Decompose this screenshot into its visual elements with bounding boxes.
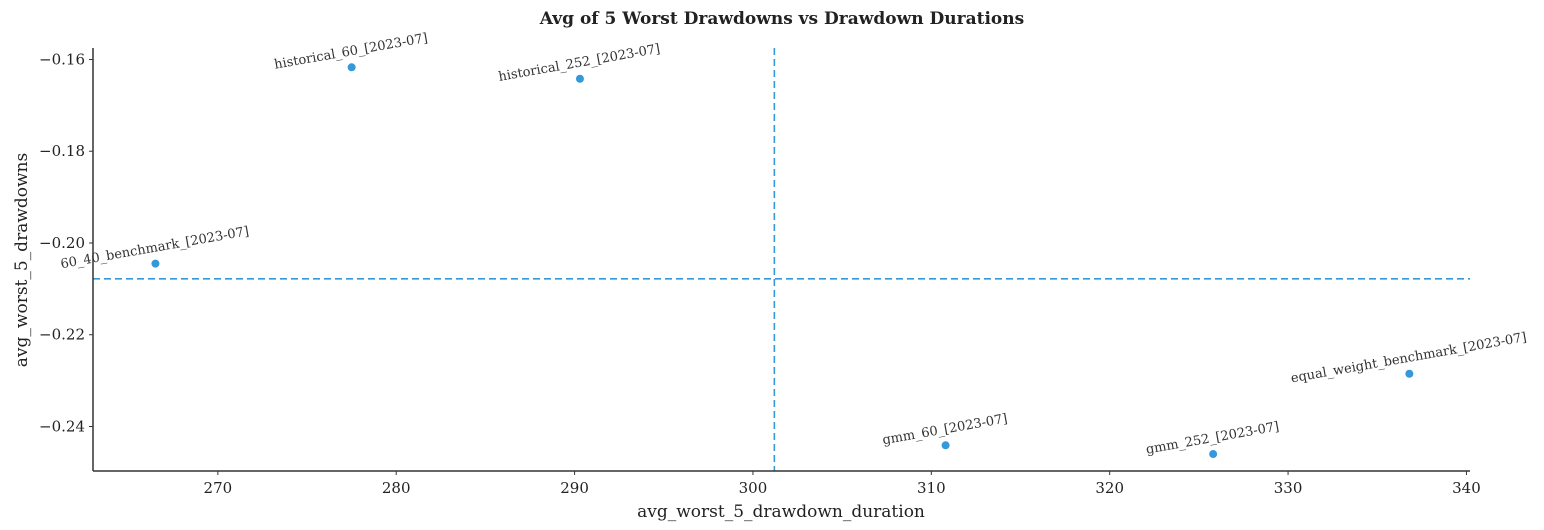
point-labels: historical_60_[2023-07] historical_252_[2… bbox=[59, 31, 1527, 458]
scatter-point bbox=[1405, 369, 1414, 378]
scatter-point bbox=[941, 441, 950, 450]
scatter-point bbox=[151, 259, 160, 268]
x-tick-label: 340 bbox=[1452, 479, 1481, 497]
x-tick-label: 320 bbox=[1095, 479, 1124, 497]
y-tick-label: −0.20 bbox=[39, 234, 85, 252]
data-points bbox=[151, 63, 1414, 459]
x-tick-label: 330 bbox=[1274, 479, 1303, 497]
x-tick-label: 290 bbox=[560, 479, 589, 497]
y-tick-label: −0.18 bbox=[39, 142, 85, 160]
reference-lines bbox=[93, 48, 1470, 471]
point-label: equal_weight_benchmark_[2023-07] bbox=[1290, 330, 1528, 386]
scatter-point bbox=[575, 74, 584, 83]
y-tick-label: −0.22 bbox=[39, 326, 85, 344]
y-tick-label: −0.24 bbox=[39, 417, 85, 435]
scatter-point bbox=[1209, 450, 1218, 459]
x-tick-label: 300 bbox=[739, 479, 768, 497]
axes-spines bbox=[92, 48, 1470, 472]
chart-title: Avg of 5 Worst Drawdowns vs Drawdown Dur… bbox=[539, 9, 1024, 29]
x-tick-label: 280 bbox=[382, 479, 411, 497]
x-axis-ticks: 270 280 290 300 310 320 330 340 bbox=[204, 471, 1481, 497]
scatter-point bbox=[347, 63, 356, 72]
x-tick-label: 270 bbox=[204, 479, 233, 497]
y-axis-ticks: −0.16 −0.18 −0.20 −0.22 −0.24 bbox=[39, 50, 93, 435]
y-tick-label: −0.16 bbox=[39, 50, 85, 68]
x-tick-label: 310 bbox=[917, 479, 946, 497]
y-axis-label: avg_worst_5_drawdowns bbox=[12, 153, 32, 367]
x-axis-label: avg_worst_5_drawdown_duration bbox=[637, 502, 925, 522]
